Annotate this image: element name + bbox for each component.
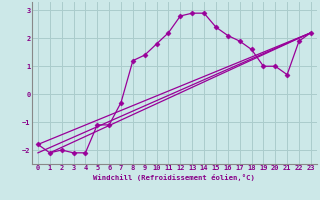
- X-axis label: Windchill (Refroidissement éolien,°C): Windchill (Refroidissement éolien,°C): [93, 174, 255, 181]
